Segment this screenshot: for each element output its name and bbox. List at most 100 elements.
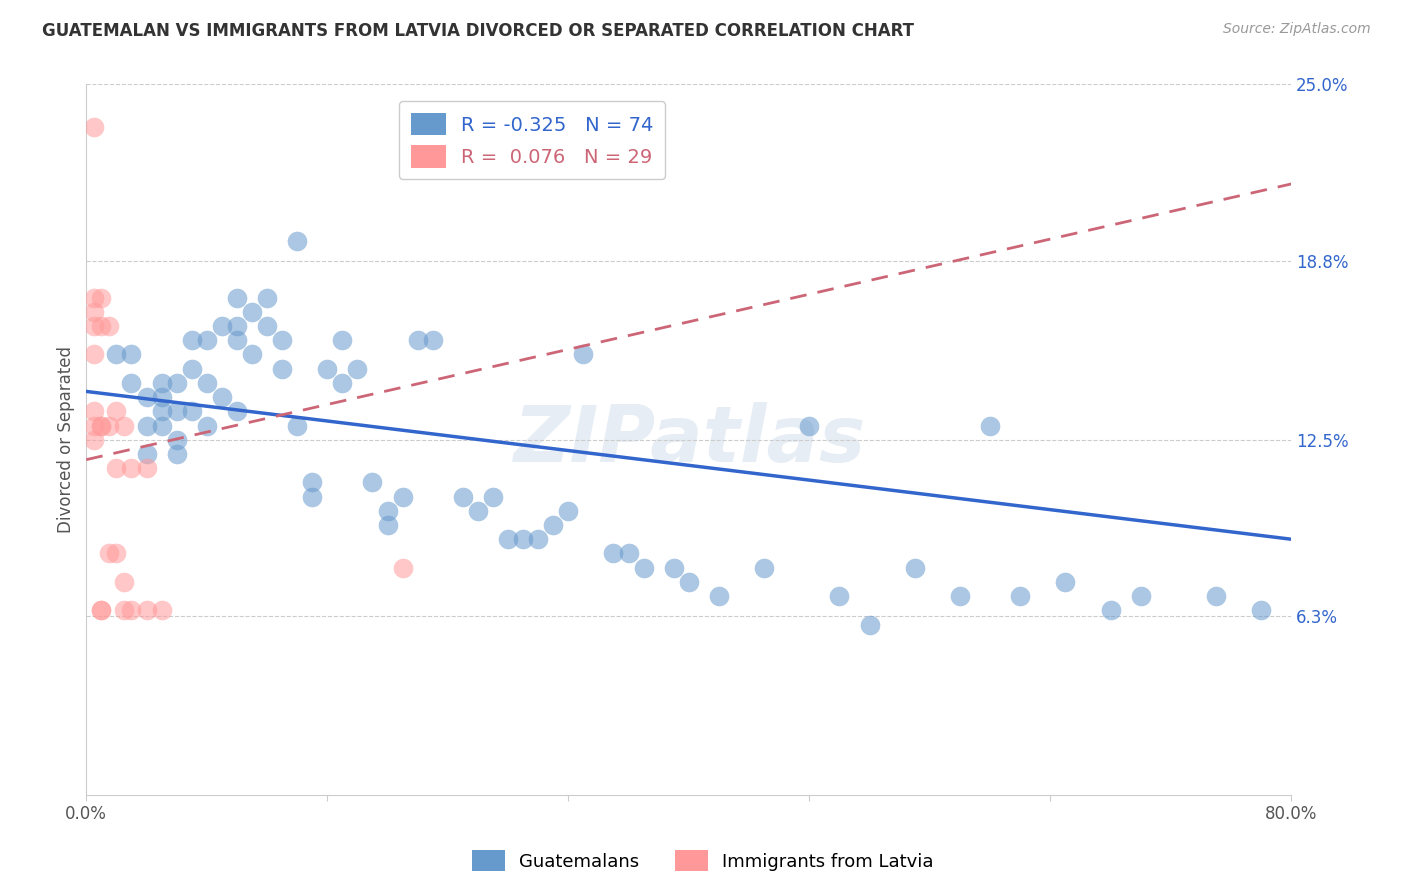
Legend: R = -0.325   N = 74, R =  0.076   N = 29: R = -0.325 N = 74, R = 0.076 N = 29 [399,102,665,179]
Point [180,361,202,376]
Point [83,120,105,134]
Text: ZIPatlas: ZIPatlas [513,401,865,478]
Point [271,361,294,376]
Point [271,333,294,347]
Point [1129,589,1152,603]
Point [496,533,519,547]
Point [662,560,685,574]
Point [135,603,157,617]
Point [97,418,120,433]
Point [602,546,624,560]
Point [90,418,112,433]
Point [617,546,640,560]
Point [195,333,218,347]
Point [467,504,489,518]
Point [482,490,505,504]
Point [256,319,278,334]
Point [112,418,135,433]
Point [240,305,263,319]
Point [858,617,880,632]
Text: GUATEMALAN VS IMMIGRANTS FROM LATVIA DIVORCED OR SEPARATED CORRELATION CHART: GUATEMALAN VS IMMIGRANTS FROM LATVIA DIV… [42,22,914,40]
Point [346,361,368,376]
Point [121,461,143,475]
Point [512,533,534,547]
Point [150,418,173,433]
Point [90,319,112,334]
Point [166,447,188,461]
Point [285,418,308,433]
Point [83,404,105,418]
Point [256,291,278,305]
Point [828,589,851,603]
Point [226,404,249,418]
Point [150,390,173,404]
Point [105,404,128,418]
Point [90,291,112,305]
Point [83,291,105,305]
Point [226,291,249,305]
Point [121,347,143,361]
Point [949,589,972,603]
Point [83,305,105,319]
Point [557,504,579,518]
Point [105,461,128,475]
Point [226,319,249,334]
Legend: Guatemalans, Immigrants from Latvia: Guatemalans, Immigrants from Latvia [465,843,941,879]
Point [1010,589,1032,603]
Point [90,418,112,433]
Point [150,376,173,390]
Point [121,376,143,390]
Point [90,603,112,617]
Point [166,404,188,418]
Point [150,404,173,418]
Point [301,475,323,490]
Point [678,574,700,589]
Point [83,319,105,334]
Point [105,347,128,361]
Point [211,390,233,404]
Point [211,319,233,334]
Point [391,490,413,504]
Point [105,546,128,560]
Point [301,490,323,504]
Point [572,347,595,361]
Point [979,418,1001,433]
Point [541,518,564,533]
Point [422,333,444,347]
Point [97,319,120,334]
Point [226,333,249,347]
Point [316,361,339,376]
Point [83,418,105,433]
Point [121,603,143,617]
Point [1054,574,1077,589]
Point [406,333,429,347]
Point [377,518,399,533]
Point [451,490,474,504]
Point [527,533,550,547]
Point [166,433,188,447]
Point [112,574,135,589]
Text: Source: ZipAtlas.com: Source: ZipAtlas.com [1223,22,1371,37]
Point [904,560,927,574]
Point [97,546,120,560]
Point [285,234,308,248]
Point [83,347,105,361]
Point [1205,589,1227,603]
Point [377,504,399,518]
Point [90,603,112,617]
Point [180,333,202,347]
Point [1099,603,1122,617]
Point [166,376,188,390]
Point [83,433,105,447]
Point [180,404,202,418]
Point [112,603,135,617]
Point [1250,603,1272,617]
Y-axis label: Divorced or Separated: Divorced or Separated [58,346,75,533]
Point [752,560,775,574]
Point [361,475,384,490]
Point [135,461,157,475]
Point [240,347,263,361]
Point [195,376,218,390]
Point [391,560,413,574]
Point [332,333,354,347]
